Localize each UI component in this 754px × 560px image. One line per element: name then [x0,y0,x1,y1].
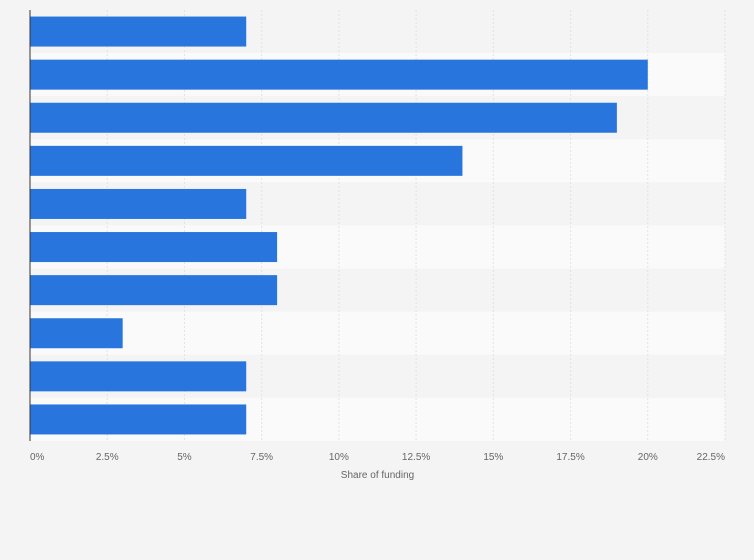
x-tick-label: 12.5% [402,452,430,463]
bar[interactable] [30,404,247,435]
x-tick-label: 0% [30,452,45,463]
x-tick-label: 20% [638,452,658,463]
x-tick-label: 22.5% [697,452,725,463]
bars [30,16,648,435]
row-band [30,311,725,355]
bar[interactable] [30,275,278,306]
x-tick-label: 2.5% [96,452,119,463]
bar[interactable] [30,232,278,263]
bar[interactable] [30,59,648,90]
x-axis-title: Share of funding [341,470,414,481]
x-tick-label: 5% [177,452,192,463]
x-tick-label: 15% [483,452,503,463]
x-tick-label: 7.5% [250,452,273,463]
x-tick-label: 17.5% [556,452,584,463]
bar[interactable] [30,16,247,47]
bar[interactable] [30,145,463,176]
bar[interactable] [30,318,123,349]
x-tick-labels: 0% 2.5% 5% 7.5% 10% 12.5% 15% 17.5% 20% 22.5% [30,452,725,463]
bar[interactable] [30,361,247,392]
bar[interactable] [30,188,247,219]
x-tick-label: 10% [329,452,349,463]
bar[interactable] [30,102,617,133]
